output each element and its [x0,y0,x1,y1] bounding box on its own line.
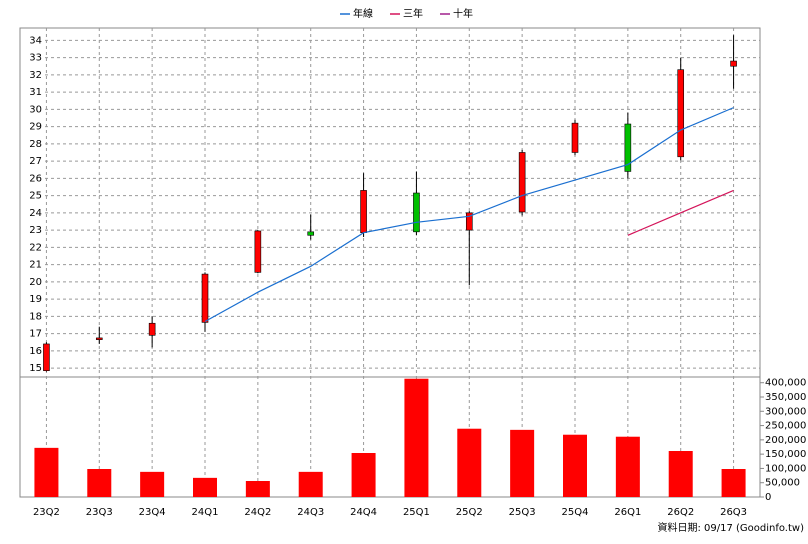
candle-body [201,273,209,323]
x-tick-label: 23Q3 [86,507,113,518]
y-tick-label: 25 [29,191,42,202]
y-tick-label: 23 [29,225,42,236]
x-tick-label: 25Q4 [562,507,589,518]
volume-bar [457,428,482,497]
x-tick-label: 24Q1 [192,507,219,518]
volume-bar [298,471,323,497]
candle-body [624,123,632,172]
y-tick-label: 28 [29,139,42,150]
volume-bar [668,451,693,497]
y-tick-label: 15 [29,363,42,374]
candle-body [43,343,50,371]
plot-border [19,27,761,498]
legend-label: 年線 [353,7,373,20]
x-tick-label: 25Q1 [403,507,430,518]
y-tick-label: 17 [29,329,42,340]
candle-body [148,322,156,336]
y-tick-label: 18 [29,311,42,322]
candle-body [677,69,685,158]
line-series [204,107,734,323]
volume-bar [721,469,746,497]
volume-bar [34,447,59,497]
x-tick-label: 25Q3 [509,507,536,518]
y2-tick-label: 200,000 [765,435,806,446]
legend-label: 三年 [403,7,423,20]
candle-body [571,122,579,153]
y-tick-label: 22 [29,242,42,253]
x-tick-label: 26Q3 [720,507,747,518]
y-tick-label: 32 [29,70,42,81]
x-tick-label: 25Q2 [456,507,483,518]
x-tick-label: 26Q1 [614,507,641,518]
volume-bar [245,481,270,497]
candle-body [518,152,526,213]
x-tick-label: 26Q2 [667,507,694,518]
volume-bar [87,469,112,497]
x-tick-label: 23Q2 [33,507,60,518]
y2-tick-label: 400,000 [765,378,806,389]
x-tick-label: 24Q2 [244,507,271,518]
y2-tick-label: 150,000 [765,449,806,460]
y-tick-label: 31 [29,87,42,98]
volume-bar [351,453,376,497]
y-tick-label: 30 [29,104,42,115]
x-tick-label: 23Q4 [139,507,166,518]
y2-tick-label: 250,000 [765,421,806,432]
candle-body [307,231,315,236]
volume-bar [193,477,217,497]
volume-bar [140,471,165,497]
footer: 資料日期: 09/17 (Goodinfo.tw) [657,521,804,534]
volume-bar [510,429,535,497]
y-tick-label: 26 [29,173,42,184]
y-tick-label: 27 [29,156,42,167]
volume-bar [563,434,587,497]
y2-tick-label: 50,000 [765,478,800,489]
x-tick-label: 24Q3 [297,507,324,518]
candle-body [413,192,420,233]
y2-tick-label: 0 [765,492,771,503]
y-tick-label: 19 [29,294,42,305]
candle-body [254,230,262,273]
y-tick-label: 34 [29,35,42,46]
line-series [627,189,734,236]
y-tick-label: 29 [29,122,42,133]
volume-bar [615,436,640,497]
y2-tick-label: 100,000 [765,463,806,474]
y2-tick-label: 300,000 [765,406,806,417]
y-tick-label: 20 [29,277,42,288]
y-tick-label: 24 [29,208,42,219]
y-tick-label: 21 [29,260,42,271]
y2-tick-label: 350,000 [765,392,806,403]
legend-label: 十年 [453,7,473,20]
x-tick-label: 24Q4 [350,507,377,518]
candle-body [95,337,103,340]
candle-body [360,190,367,233]
volume-bar [404,378,429,497]
y-tick-label: 16 [29,346,42,357]
y-tick-label: 33 [29,53,42,64]
candle-body [730,60,737,67]
candle-body [465,212,473,231]
